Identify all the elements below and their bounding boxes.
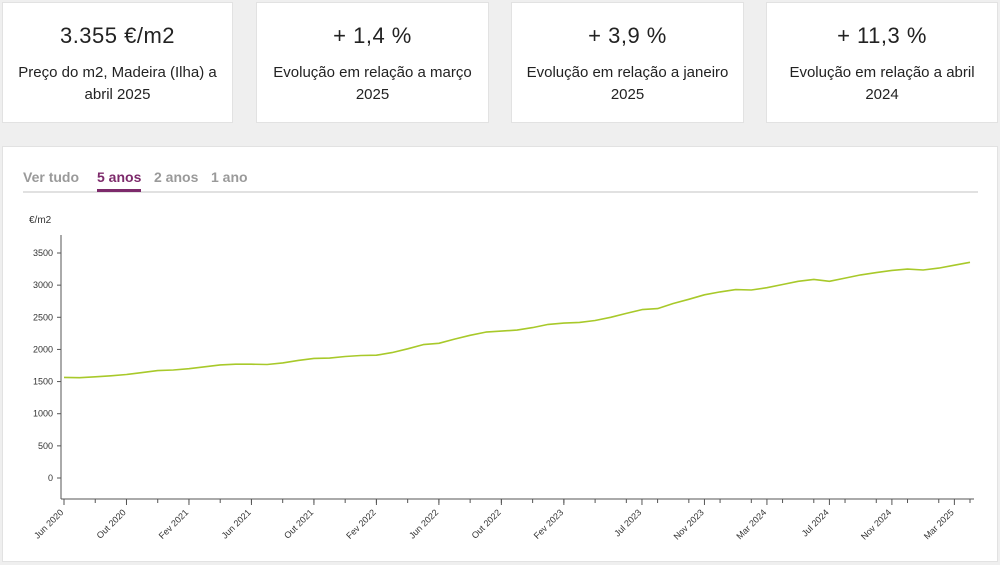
price-description: Preço do m2, Madeira (Ilha) a abril 2025 — [18, 64, 217, 103]
price-value: 3.355 €/m2 — [59, 23, 176, 48]
yearly-change-value: + 11,3 % — [837, 23, 927, 48]
monthly-change-value: + 1,4 % — [333, 23, 412, 48]
price-card: 3.355 €/m2 Preço do m2, Madeira (Ilha) a… — [2, 2, 233, 123]
x-tick-label: Jul 2023 — [612, 507, 643, 538]
x-tick-label: Mar 2024 — [734, 507, 768, 541]
x-tick-label: Jun 2020 — [32, 507, 65, 540]
x-tick-label: Fev 2022 — [344, 507, 378, 541]
period-tabs: Ver tudo 5 anos 2 anos 1 ano — [23, 167, 978, 193]
x-tick-label: Fev 2023 — [532, 507, 566, 541]
x-tick-label: Jun 2022 — [407, 507, 440, 540]
y-tick-label: 500 — [38, 441, 53, 451]
ytd-change-value: + 3,9 % — [588, 23, 667, 48]
x-tick-label: Fev 2021 — [157, 507, 191, 541]
yearly-change-card: + 11,3 % Evolução em relação a abril 202… — [766, 2, 998, 123]
price-line-chart: €/m2 0 500 1000 1500 2000 2500 3000 3500 Jun 2020… — [29, 215, 974, 542]
y-tick-label: 3500 — [33, 248, 53, 258]
monthly-change-description: Evolução em relação a março 2025 — [273, 64, 472, 103]
tab-1-ano[interactable]: 1 ano — [211, 169, 248, 185]
y-axis-title: €/m2 — [29, 215, 52, 226]
summary-cards: 3.355 €/m2 Preço do m2, Madeira (Ilha) a… — [0, 0, 1000, 126]
ytd-change-description: Evolução em relação a janeiro 2025 — [526, 64, 729, 103]
y-tick-label: 2500 — [33, 312, 53, 322]
y-tick-label: 0 — [48, 473, 53, 483]
tab-5-anos[interactable]: 5 anos — [97, 169, 142, 192]
tab-2-anos[interactable]: 2 anos — [154, 169, 199, 185]
series-line-madeira — [63, 261, 971, 379]
tab-ver-tudo[interactable]: Ver tudo — [23, 169, 80, 185]
y-tick-label: 3000 — [33, 280, 53, 290]
yearly-change-description: Evolução em relação a abril 2024 — [789, 64, 975, 103]
y-tick-label: 2000 — [33, 344, 53, 354]
y-tick-label: 1000 — [33, 409, 53, 419]
x-tick-label: Mar 2025 — [922, 507, 956, 541]
y-tick-label: 1500 — [33, 377, 53, 387]
ytd-change-card: + 3,9 % Evolução em relação a janeiro 20… — [511, 2, 744, 123]
x-tick-label: Out 2021 — [282, 507, 315, 540]
x-tick-label: Out 2020 — [95, 507, 128, 540]
x-tick-label: Nov 2024 — [859, 507, 893, 541]
x-tick-label: Out 2022 — [470, 507, 503, 540]
chart-panel: Ver tudo 5 anos 2 anos 1 ano €/m2 0 500 100… — [2, 146, 998, 562]
x-tick-label: Nov 2023 — [672, 507, 706, 541]
x-tick-label: Jul 2024 — [800, 507, 831, 538]
x-tick-label: Jun 2021 — [220, 507, 253, 540]
monthly-change-card: + 1,4 % Evolução em relação a março 2025 — [256, 2, 489, 123]
